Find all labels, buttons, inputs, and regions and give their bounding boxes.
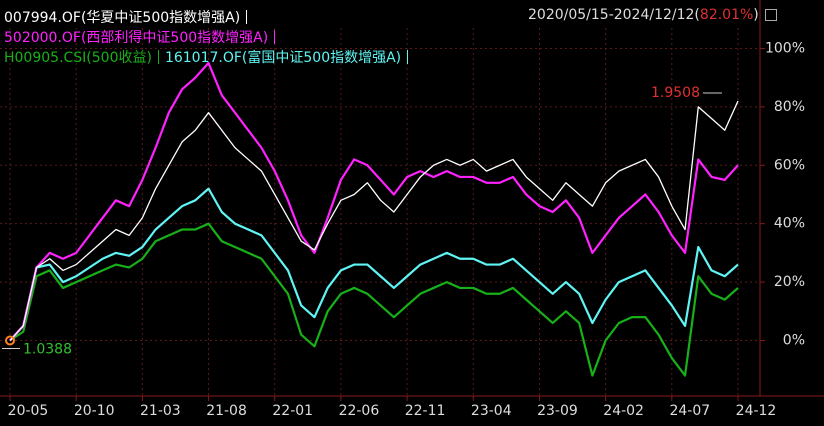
y-tick-label: 100% (765, 40, 805, 56)
x-tick-label: 22-01 (272, 403, 313, 419)
x-tick-label: 22-06 (339, 403, 380, 419)
period-info: 2020/05/15-2024/12/12(82.01%) (528, 7, 777, 23)
x-tick-label: 24-12 (736, 403, 777, 419)
legend-row: 007994.OF(华夏中证500指数增强A) (4, 7, 253, 27)
y-tick-label: 80% (774, 99, 805, 115)
series-line (9, 222, 739, 377)
return: 82.01% (699, 7, 754, 23)
x-tick-label: 20-10 (74, 403, 115, 419)
annotation: 1.0388 (23, 342, 72, 358)
legend-entry: 007994.OF(华夏中证500指数增强A) (4, 10, 241, 26)
y-tick-label: 60% (774, 157, 805, 173)
annotation: 1.9508 (651, 85, 700, 101)
series-line (9, 61, 739, 342)
x-tick-label: 21-08 (206, 403, 247, 419)
legend-entry: 502000.OF(西部利得中证500指数增强A) (4, 30, 269, 46)
y-tick-label: 40% (774, 216, 805, 232)
legend-row: H00905.CSI(500收益) 161017.OF(富国中证500指数增强A… (4, 47, 414, 67)
legend-entry: 161017.OF(富国中证500指数增强A) (164, 50, 402, 66)
x-tick-label: 24-02 (603, 403, 644, 419)
x-tick-label: 20-05 (8, 403, 49, 419)
period-end: ) (753, 7, 759, 23)
start-marker (5, 335, 15, 346)
x-tick-label: 24-07 (669, 403, 710, 419)
legend-row: 502000.OF(西部利得中证500指数增强A) (4, 27, 281, 47)
x-tick-label: 23-09 (537, 403, 578, 419)
x-tick-label: 22-11 (405, 403, 446, 419)
series-line (9, 100, 739, 341)
x-tick-label: 21-03 (140, 403, 181, 419)
period: 2020/05/15-2024/12/12( (528, 7, 700, 23)
series-line (9, 187, 739, 342)
y-tick-label: 0% (783, 333, 805, 349)
legend-entry: H00905.CSI(500收益) (4, 50, 152, 66)
settings-icon[interactable] (764, 9, 777, 21)
x-tick-label: 23-04 (471, 403, 512, 419)
y-tick-label: 20% (774, 274, 805, 290)
